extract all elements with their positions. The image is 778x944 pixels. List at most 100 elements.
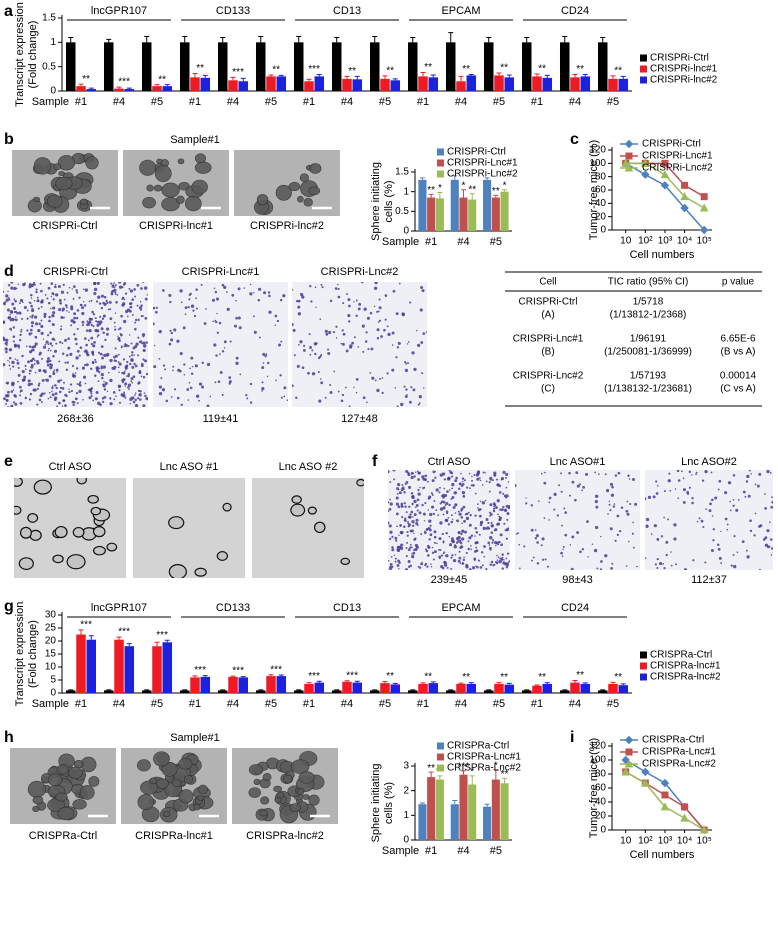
group-label: EPCAM bbox=[441, 602, 480, 614]
table-cell: (B) bbox=[541, 347, 554, 358]
cell bbox=[420, 562, 423, 566]
cell bbox=[235, 316, 238, 320]
sphere bbox=[313, 521, 326, 534]
cell bbox=[63, 399, 66, 402]
significance: *** bbox=[118, 77, 130, 88]
cell bbox=[741, 540, 745, 544]
cell bbox=[137, 336, 140, 339]
y-tick-label: 40 bbox=[595, 198, 607, 209]
cell bbox=[50, 295, 53, 298]
cell bbox=[464, 530, 467, 534]
error-bar bbox=[419, 802, 425, 805]
cell bbox=[40, 319, 43, 322]
table-cell: 0.00014 bbox=[720, 371, 757, 382]
bar bbox=[380, 683, 390, 693]
cell bbox=[367, 348, 370, 351]
cell bbox=[454, 553, 457, 556]
cell bbox=[198, 399, 200, 402]
cell bbox=[429, 533, 433, 537]
cell bbox=[235, 361, 239, 365]
error-bar bbox=[534, 684, 540, 686]
cell bbox=[662, 563, 665, 565]
sphere bbox=[148, 777, 158, 785]
cell bbox=[437, 514, 440, 516]
cell bbox=[576, 531, 580, 535]
cell bbox=[60, 316, 64, 319]
cell bbox=[466, 486, 469, 489]
cell bbox=[332, 331, 336, 334]
cell bbox=[377, 321, 380, 323]
cell bbox=[44, 378, 47, 381]
cell bbox=[134, 398, 137, 402]
cell bbox=[59, 341, 62, 344]
cell bbox=[489, 514, 491, 517]
bar bbox=[618, 685, 629, 693]
bar bbox=[352, 682, 363, 693]
cell bbox=[292, 288, 294, 291]
cell bbox=[28, 332, 32, 336]
cell bbox=[441, 472, 446, 476]
cell bbox=[158, 357, 161, 360]
cell bbox=[318, 357, 321, 360]
image-background bbox=[234, 150, 340, 216]
cell bbox=[410, 510, 414, 514]
cell bbox=[29, 315, 32, 318]
error-bar bbox=[582, 682, 588, 684]
cell bbox=[117, 337, 121, 341]
cell bbox=[102, 331, 105, 335]
x-axis-label: Sample bbox=[32, 698, 69, 710]
cell bbox=[614, 539, 617, 542]
cell bbox=[460, 507, 464, 511]
cell bbox=[582, 485, 586, 489]
cell bbox=[8, 299, 11, 301]
sphere bbox=[18, 557, 34, 570]
cell bbox=[145, 341, 148, 344]
table-cell: (1/138132-1/23681) bbox=[604, 384, 692, 395]
cell bbox=[238, 326, 242, 330]
bar bbox=[152, 646, 162, 693]
cell bbox=[390, 556, 393, 558]
cell bbox=[100, 366, 103, 370]
cell bbox=[370, 347, 374, 351]
cell bbox=[73, 333, 76, 336]
cell bbox=[63, 381, 65, 384]
cell bbox=[337, 390, 340, 393]
cell bbox=[302, 344, 306, 347]
cell bbox=[348, 405, 351, 407]
bar bbox=[504, 77, 515, 91]
error-bar bbox=[610, 681, 616, 684]
error-bar bbox=[486, 689, 492, 691]
cell bbox=[490, 521, 493, 524]
cell bbox=[611, 562, 614, 565]
cell bbox=[406, 534, 409, 537]
bar bbox=[521, 690, 532, 693]
cell bbox=[131, 314, 134, 316]
cell bbox=[321, 286, 324, 289]
cell bbox=[141, 342, 143, 345]
cell bbox=[424, 474, 428, 478]
group-label: CD24 bbox=[561, 5, 589, 17]
cell bbox=[52, 306, 56, 310]
x-tick-label: #4 bbox=[227, 96, 239, 108]
cell bbox=[209, 395, 212, 398]
cell bbox=[453, 545, 457, 549]
cell bbox=[737, 499, 740, 501]
cell bbox=[491, 538, 494, 541]
cell bbox=[389, 565, 392, 568]
cell bbox=[422, 387, 425, 389]
cell bbox=[226, 291, 228, 293]
cell bbox=[153, 306, 156, 310]
sphere bbox=[136, 759, 151, 772]
cell bbox=[447, 523, 450, 526]
cell bbox=[51, 314, 55, 318]
cell bbox=[73, 401, 76, 404]
cell bbox=[57, 379, 61, 383]
micrograph bbox=[12, 150, 118, 216]
sphere bbox=[258, 809, 268, 817]
error-bar bbox=[316, 73, 322, 77]
cell bbox=[499, 508, 502, 511]
cell bbox=[317, 371, 320, 374]
cell bbox=[442, 540, 445, 543]
sphere bbox=[161, 197, 180, 212]
bar bbox=[450, 179, 459, 231]
